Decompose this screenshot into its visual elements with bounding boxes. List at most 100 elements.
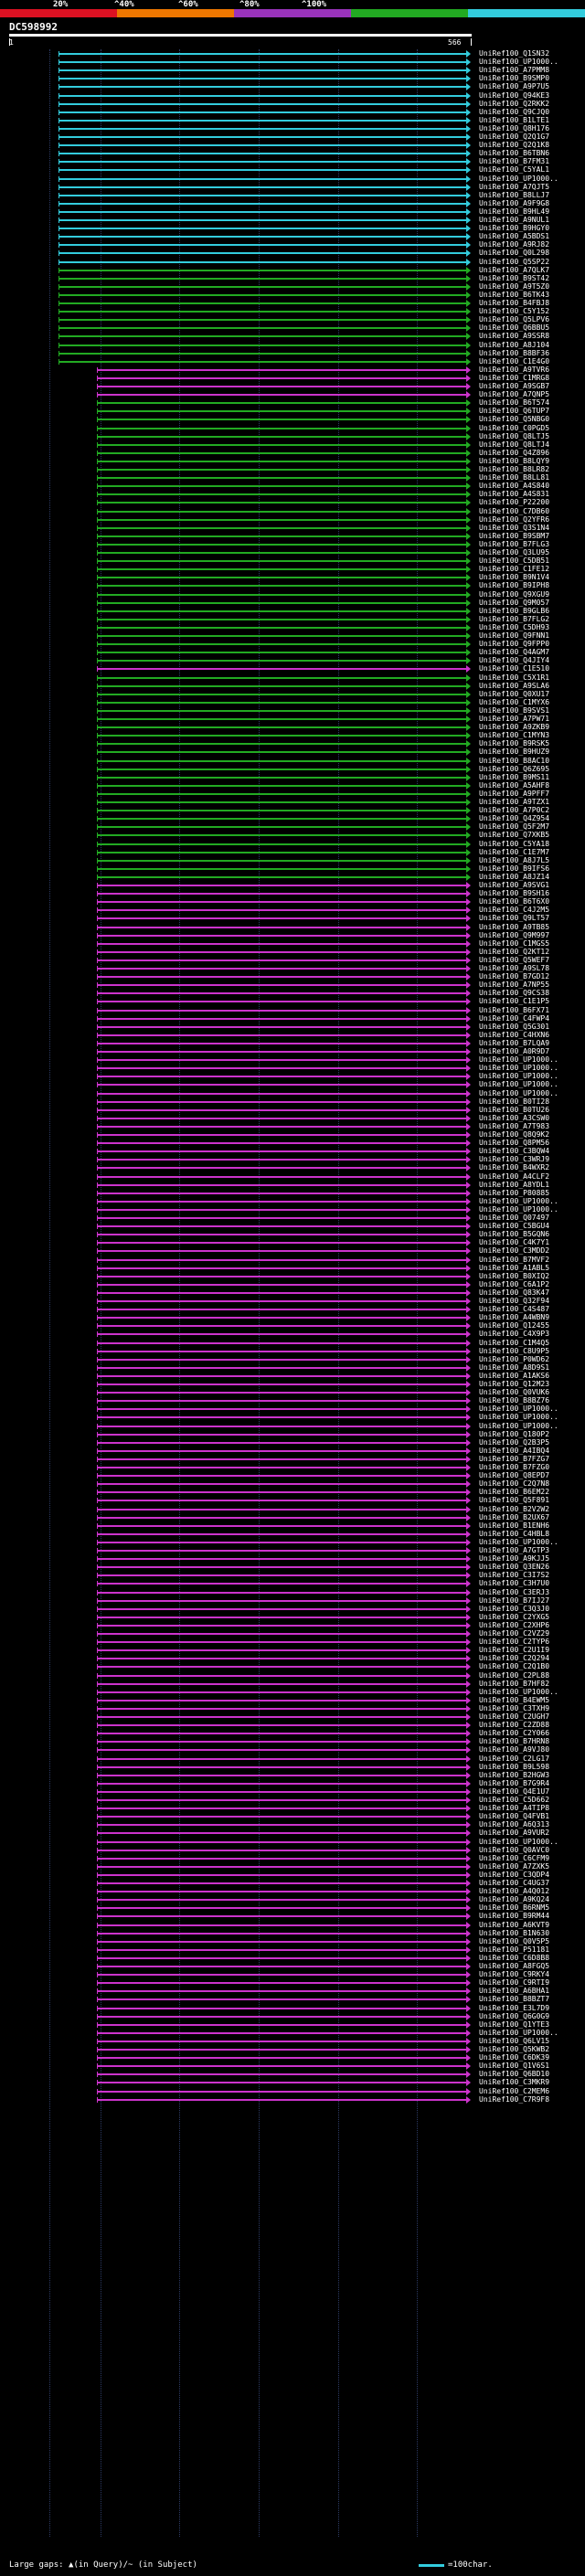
hit-label[interactable]: UniRef100_UP1000.. bbox=[479, 58, 558, 67]
hit-row[interactable]: UniRef100_A9RJ82 bbox=[0, 240, 585, 249]
hit-row[interactable]: UniRef100_C2U1I9 bbox=[0, 1646, 585, 1655]
hit-row[interactable]: UniRef100_UP1000.. bbox=[0, 1064, 585, 1073]
hit-label[interactable]: UniRef100_B2V2W2 bbox=[479, 1504, 550, 1513]
hit-row[interactable]: UniRef100_A7QLK7 bbox=[0, 266, 585, 274]
hit-label[interactable]: UniRef100_Q07497 bbox=[479, 1214, 550, 1222]
hit-label[interactable]: UniRef100_A7QLK7 bbox=[479, 265, 550, 274]
hit-row[interactable]: UniRef100_Q0V5P5 bbox=[0, 1937, 585, 1945]
hit-row[interactable]: UniRef100_Q2YFR6 bbox=[0, 515, 585, 524]
hit-label[interactable]: UniRef100_C3MDD2 bbox=[479, 1246, 550, 1256]
hit-row[interactable]: UniRef100_Q9CS38 bbox=[0, 989, 585, 998]
hit-row[interactable]: UniRef100_Q8LTJ5 bbox=[0, 432, 585, 440]
hit-label[interactable]: UniRef100_C4S487 bbox=[479, 1305, 550, 1314]
hit-row[interactable]: UniRef100_UP1000.. bbox=[0, 1072, 585, 1081]
hit-label[interactable]: UniRef100_C9RTI9 bbox=[479, 1978, 550, 1988]
hit-row[interactable]: UniRef100_P51181 bbox=[0, 1945, 585, 1954]
hit-label[interactable]: UniRef100_Q12455 bbox=[479, 1321, 550, 1330]
hit-row[interactable]: UniRef100_B9MS11 bbox=[0, 773, 585, 781]
hit-row[interactable]: UniRef100_C2XHP6 bbox=[0, 1621, 585, 1629]
hit-label[interactable]: UniRef100_P51181 bbox=[479, 1945, 550, 1954]
hit-label[interactable]: UniRef100_UP1000.. bbox=[479, 1080, 558, 1089]
hit-row[interactable]: UniRef100_C1FE12 bbox=[0, 565, 585, 574]
hit-label[interactable]: UniRef100_B8LR82 bbox=[479, 465, 550, 473]
hit-row[interactable]: UniRef100_B9SH16 bbox=[0, 889, 585, 898]
hit-row[interactable]: UniRef100_C6A1P2 bbox=[0, 1280, 585, 1288]
hit-row[interactable]: UniRef100_Q9M057 bbox=[0, 599, 585, 607]
hit-row[interactable]: UniRef100_Q5SP22 bbox=[0, 258, 585, 266]
hit-row[interactable]: UniRef100_Q9FPP0 bbox=[0, 640, 585, 649]
hit-label[interactable]: UniRef100_C5DH93 bbox=[479, 622, 550, 631]
hit-label[interactable]: UniRef100_B7FZG7 bbox=[479, 1454, 550, 1463]
hit-label[interactable]: UniRef100_A6BHA1 bbox=[479, 1987, 550, 1996]
hit-label[interactable]: UniRef100_Q32F94 bbox=[479, 1297, 550, 1305]
hit-row[interactable]: UniRef100_A6Q313 bbox=[0, 1820, 585, 1829]
hit-label[interactable]: UniRef100_Q2YFR6 bbox=[479, 514, 550, 524]
hit-label[interactable]: UniRef100_Q4E1U7 bbox=[479, 1786, 550, 1796]
hit-row[interactable]: UniRef100_UP1000.. bbox=[0, 1688, 585, 1696]
hit-label[interactable]: UniRef100_A9F9G8 bbox=[479, 198, 550, 207]
hit-row[interactable]: UniRef100_A7PW71 bbox=[0, 715, 585, 723]
hit-row[interactable]: UniRef100_C5BGU4 bbox=[0, 1222, 585, 1231]
hit-label[interactable]: UniRef100_A4S840 bbox=[479, 482, 550, 491]
hit-row[interactable]: UniRef100_C6CFM9 bbox=[0, 1854, 585, 1862]
hit-label[interactable]: UniRef100_B7G9R4 bbox=[479, 1778, 550, 1787]
hit-label[interactable]: UniRef100_B9SVS1 bbox=[479, 705, 550, 715]
hit-row[interactable]: UniRef100_A6KVT9 bbox=[0, 1921, 585, 1929]
hit-row[interactable]: UniRef100_A8J104 bbox=[0, 341, 585, 349]
hit-label[interactable]: UniRef100_A9KQ24 bbox=[479, 1895, 550, 1904]
hit-label[interactable]: UniRef100_A8YDL1 bbox=[479, 1180, 550, 1189]
hit-row[interactable]: UniRef100_C3WRJ9 bbox=[0, 1155, 585, 1164]
hit-label[interactable]: UniRef100_C1E7M7 bbox=[479, 847, 550, 856]
hit-label[interactable]: UniRef100_C6CFM9 bbox=[479, 1853, 550, 1862]
hit-row[interactable]: UniRef100_A8D9S1 bbox=[0, 1363, 585, 1372]
hit-row[interactable]: UniRef100_C4S487 bbox=[0, 1305, 585, 1314]
hit-row[interactable]: UniRef100_A9SSR8 bbox=[0, 332, 585, 341]
hit-label[interactable]: UniRef100_C1FE12 bbox=[479, 565, 550, 574]
hit-label[interactable]: UniRef100_B9IPH8 bbox=[479, 581, 550, 590]
hit-label[interactable]: UniRef100_C1E4G0 bbox=[479, 356, 550, 366]
hit-label[interactable]: UniRef100_C8U9P5 bbox=[479, 1346, 550, 1355]
hit-row[interactable]: UniRef100_B1ENH6 bbox=[0, 1521, 585, 1530]
hit-row[interactable]: UniRef100_A9KQ24 bbox=[0, 1895, 585, 1904]
hit-row[interactable]: UniRef100_A9VJ80 bbox=[0, 1745, 585, 1754]
hit-label[interactable]: UniRef100_B2UX67 bbox=[479, 1512, 550, 1521]
hit-label[interactable]: UniRef100_A9VUR2 bbox=[479, 1829, 550, 1838]
hit-label[interactable]: UniRef100_Q0XU17 bbox=[479, 689, 550, 698]
hit-label[interactable]: UniRef100_Q8LTJ5 bbox=[479, 431, 550, 440]
hit-label[interactable]: UniRef100_Q4AGM7 bbox=[479, 648, 550, 657]
hit-row[interactable]: UniRef100_UP1000.. bbox=[0, 1089, 585, 1097]
hit-row[interactable]: UniRef100_Q9LT57 bbox=[0, 914, 585, 923]
hit-label[interactable]: UniRef100_Q2RKK2 bbox=[479, 99, 550, 108]
hit-label[interactable]: UniRef100_Q5WEF7 bbox=[479, 955, 550, 964]
hit-row[interactable]: UniRef100_B0TI28 bbox=[0, 1097, 585, 1106]
hit-row[interactable]: UniRef100_C1MYN3 bbox=[0, 731, 585, 740]
hit-label[interactable]: UniRef100_A9ZKB9 bbox=[479, 723, 550, 732]
hit-label[interactable]: UniRef100_Q83K47 bbox=[479, 1288, 550, 1297]
hit-label[interactable]: UniRef100_A9NUL1 bbox=[479, 216, 550, 224]
hit-row[interactable]: UniRef100_C6DK39 bbox=[0, 2053, 585, 2062]
hit-row[interactable]: UniRef100_A9TZX1 bbox=[0, 798, 585, 806]
hit-label[interactable]: UniRef100_Q8PM56 bbox=[479, 1139, 550, 1148]
hit-label[interactable]: UniRef100_C3BQW4 bbox=[479, 1147, 550, 1156]
hit-label[interactable]: UniRef100_B9MS11 bbox=[479, 772, 550, 781]
hit-row[interactable]: UniRef100_B2HGW3 bbox=[0, 1771, 585, 1779]
hit-label[interactable]: UniRef100_UP1000.. bbox=[479, 1088, 558, 1097]
hit-row[interactable]: UniRef100_Q0XU17 bbox=[0, 690, 585, 698]
hit-row[interactable]: UniRef100_A8J7L5 bbox=[0, 856, 585, 864]
hit-label[interactable]: UniRef100_C2Q1B0 bbox=[479, 1662, 550, 1671]
hit-row[interactable]: UniRef100_B9N1V4 bbox=[0, 573, 585, 582]
hit-row[interactable]: UniRef100_B7G9R4 bbox=[0, 1779, 585, 1787]
hit-row[interactable]: UniRef100_Q3EN26 bbox=[0, 1563, 585, 1572]
hit-row[interactable]: UniRef100_Q9M997 bbox=[0, 931, 585, 939]
hit-label[interactable]: UniRef100_A7ZXK5 bbox=[479, 1861, 550, 1871]
hit-label[interactable]: UniRef100_UP1000.. bbox=[479, 2028, 558, 2037]
hit-row[interactable]: UniRef100_Q8Q9K2 bbox=[0, 1130, 585, 1139]
hit-row[interactable]: UniRef100_A8JZ14 bbox=[0, 873, 585, 881]
hit-label[interactable]: UniRef100_C2PL88 bbox=[479, 1670, 550, 1680]
hit-label[interactable]: UniRef100_UP1000.. bbox=[479, 1421, 558, 1430]
hit-row[interactable]: UniRef100_C4FWP4 bbox=[0, 1014, 585, 1023]
hit-label[interactable]: UniRef100_A8D9S1 bbox=[479, 1362, 550, 1372]
hit-row[interactable]: UniRef100_C5Y152 bbox=[0, 307, 585, 316]
hit-row[interactable]: UniRef100_Q4E1U7 bbox=[0, 1787, 585, 1796]
hit-label[interactable]: UniRef100_B7FLG3 bbox=[479, 539, 550, 548]
